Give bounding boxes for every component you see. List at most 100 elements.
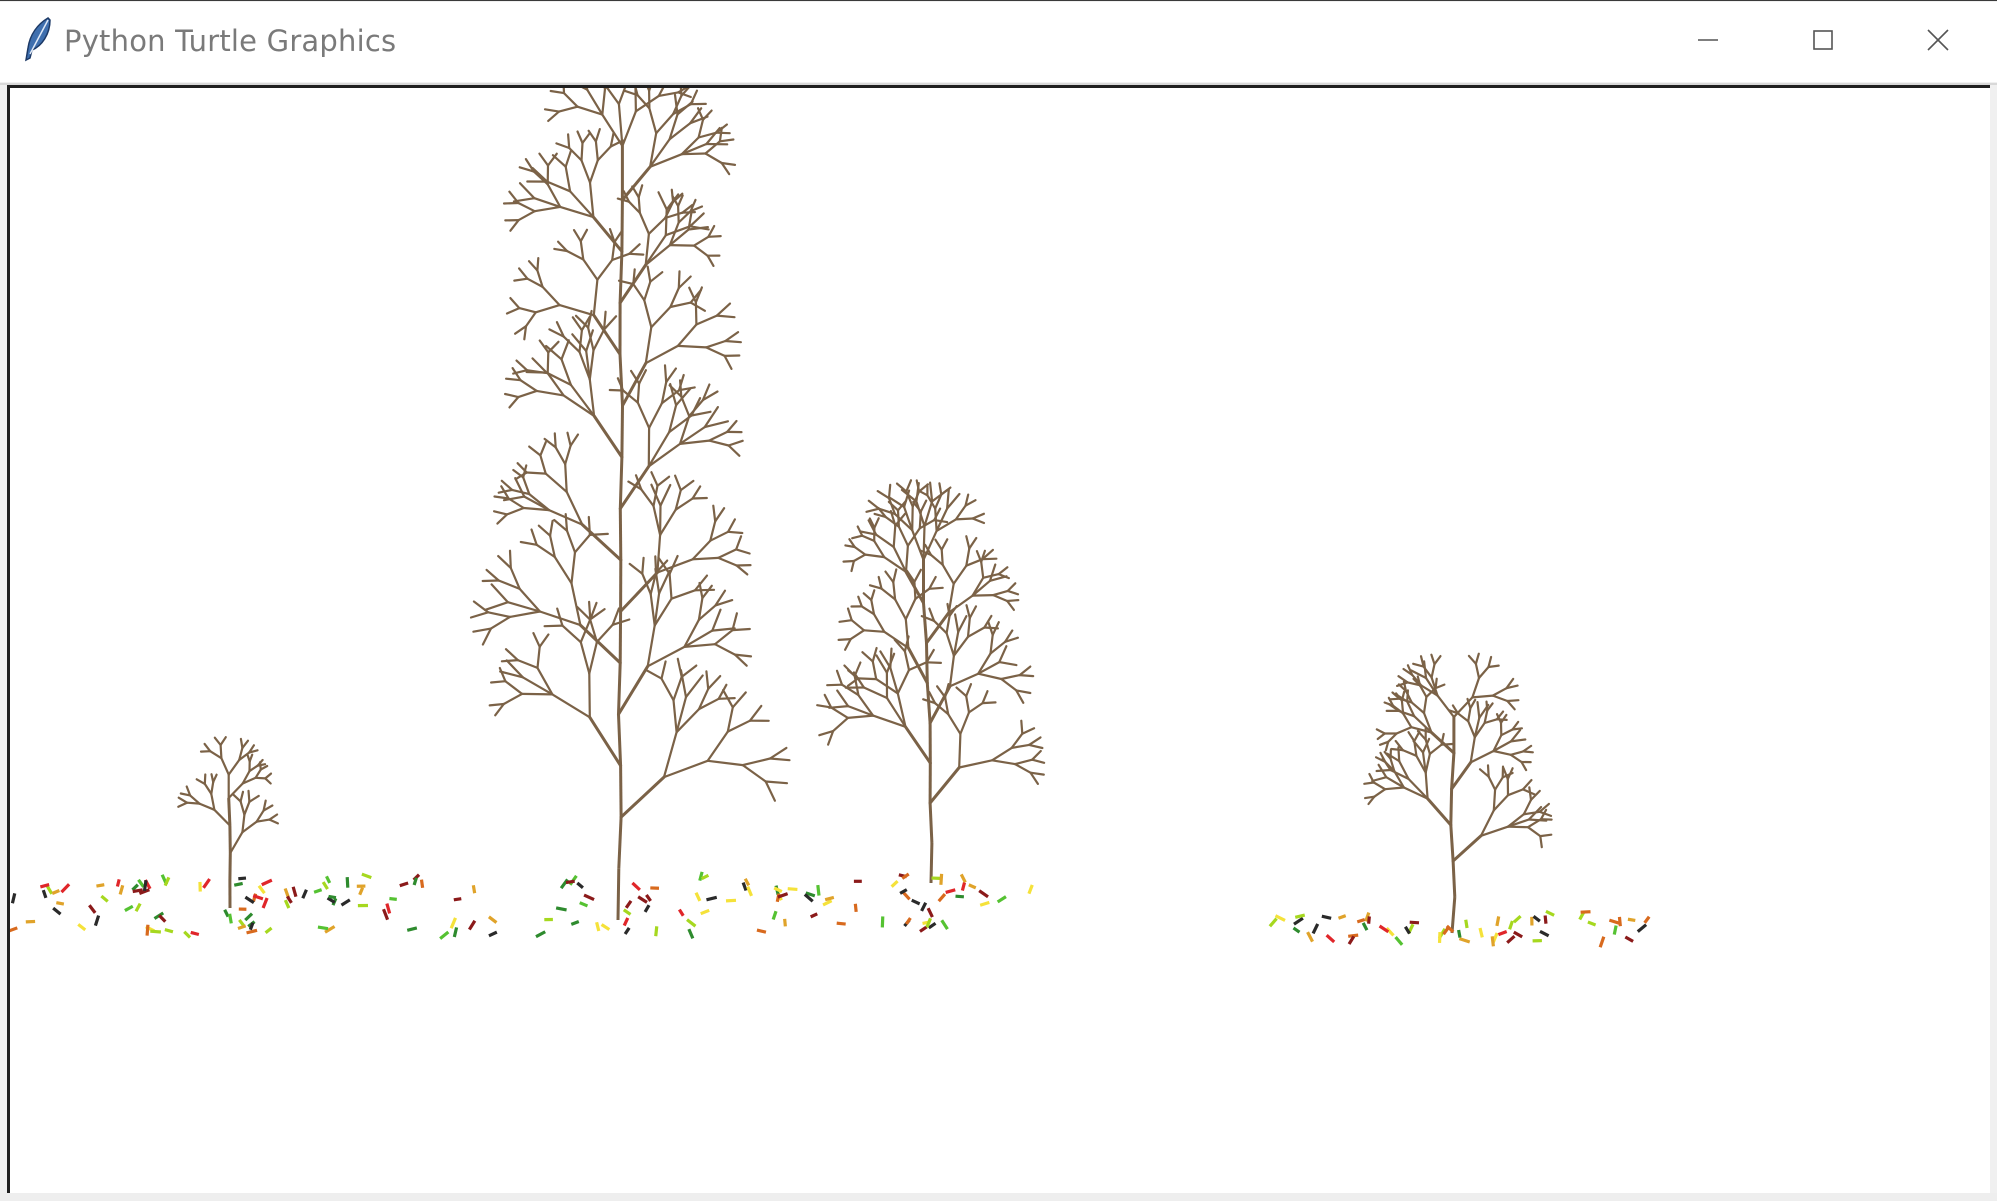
- close-button[interactable]: [1880, 2, 1995, 78]
- maximize-button[interactable]: [1765, 2, 1880, 78]
- branch-segment: [873, 661, 876, 679]
- fallen-leaf: [63, 885, 68, 891]
- branch-segment: [1015, 764, 1031, 773]
- branch-segment: [708, 226, 714, 237]
- branch-segment: [1470, 700, 1475, 708]
- turtle-canvas-area[interactable]: [7, 85, 1990, 1193]
- fallen-leaf: [248, 931, 255, 933]
- minimize-button[interactable]: [1650, 2, 1765, 78]
- branch-segment: [1029, 737, 1040, 745]
- branch-segment: [590, 160, 598, 182]
- trunk-segment: [1451, 825, 1453, 861]
- branch-segment: [709, 432, 727, 441]
- branch-segment: [666, 209, 667, 235]
- branch-segment: [862, 652, 872, 661]
- branch-segment: [242, 822, 256, 833]
- branch-segment: [574, 230, 581, 241]
- branch-segment: [1495, 777, 1503, 789]
- branch-segment: [1471, 751, 1494, 762]
- branch-segment: [498, 556, 511, 568]
- fallen-leaf: [251, 924, 253, 928]
- branch-segment: [966, 684, 971, 696]
- branch-segment: [855, 547, 866, 555]
- branch-segment: [1435, 656, 1441, 664]
- branch-segment: [717, 304, 730, 316]
- branch-segment: [845, 639, 851, 650]
- branch-segment: [968, 618, 970, 637]
- branch-segment: [665, 365, 666, 382]
- fallen-leaf: [327, 878, 329, 882]
- branch-segment: [510, 397, 519, 407]
- fallen-leaf: [634, 884, 639, 889]
- fallen-leaf: [776, 889, 781, 891]
- branch-segment: [864, 630, 884, 632]
- fallen-leaf: [902, 890, 906, 892]
- branch-segment: [651, 472, 657, 486]
- branch-segment: [590, 717, 621, 765]
- fallen-leaf: [230, 915, 231, 921]
- branch-segment: [1412, 702, 1424, 713]
- fallen-leaf: [1646, 918, 1649, 922]
- branch-segment: [523, 477, 529, 494]
- branch-segment: [716, 133, 729, 134]
- branch-segment: [960, 712, 969, 734]
- branch-segment: [598, 147, 611, 161]
- fallen-leaf: [1406, 928, 1409, 932]
- branch-segment: [659, 571, 670, 594]
- fallen-leaf: [680, 911, 682, 915]
- fallen-leaf: [702, 911, 708, 913]
- fallen-leaf: [288, 898, 290, 902]
- fallen-leaf: [748, 888, 751, 894]
- tree-right: [1364, 654, 1551, 933]
- fallen-leaf: [603, 925, 608, 928]
- fallen-leaf: [98, 885, 103, 886]
- fallen-leaf: [947, 890, 954, 892]
- branch-segment: [550, 521, 553, 536]
- fallen-leaf: [316, 890, 321, 892]
- branch-segment: [1029, 745, 1042, 748]
- branch-segment: [526, 312, 536, 326]
- branch-segment: [1485, 710, 1488, 723]
- branch-segment: [743, 759, 770, 766]
- branch-segment: [973, 519, 984, 524]
- branch-segment: [507, 508, 524, 514]
- branch-segment: [1458, 713, 1468, 721]
- branch-segment: [1032, 760, 1044, 763]
- trunk-segment: [620, 509, 621, 560]
- branch-segment: [471, 612, 488, 617]
- branch-segment: [706, 341, 725, 347]
- branch-segment: [678, 102, 693, 115]
- fallen-leaf: [1314, 925, 1317, 932]
- trunk-segment: [622, 200, 623, 251]
- fallen-leaf: [1445, 929, 1448, 933]
- branch-segment: [670, 245, 694, 246]
- branch-segment: [865, 555, 884, 558]
- branch-segment: [664, 761, 708, 777]
- branch-segment: [678, 206, 679, 223]
- branch-segment: [492, 584, 508, 602]
- fallen-leaf: [558, 908, 565, 909]
- branch-segment: [651, 307, 670, 327]
- branch-segment: [265, 778, 270, 783]
- fallen-leaf: [134, 890, 141, 891]
- branch-segment: [638, 403, 649, 428]
- fallen-leaf: [324, 883, 327, 887]
- branch-segment: [510, 220, 518, 231]
- branch-segment: [929, 588, 942, 589]
- branch-segment: [1529, 820, 1546, 821]
- branch-segment: [874, 614, 884, 632]
- branch-segment: [1494, 751, 1511, 755]
- branch-segment: [540, 635, 549, 647]
- branch-segment: [662, 679, 674, 701]
- branch-segment: [728, 707, 733, 731]
- title-bar[interactable]: Python Turtle Graphics: [0, 2, 1997, 82]
- branch-segment: [510, 612, 540, 617]
- branch-segment: [686, 676, 703, 698]
- branch-segment: [942, 539, 948, 549]
- fallen-leaf: [490, 933, 495, 935]
- branch-segment: [564, 93, 578, 107]
- branch-segment: [1540, 835, 1551, 836]
- branch-segment: [241, 801, 245, 814]
- fallen-leaf: [688, 921, 694, 926]
- branch-segment: [681, 481, 694, 490]
